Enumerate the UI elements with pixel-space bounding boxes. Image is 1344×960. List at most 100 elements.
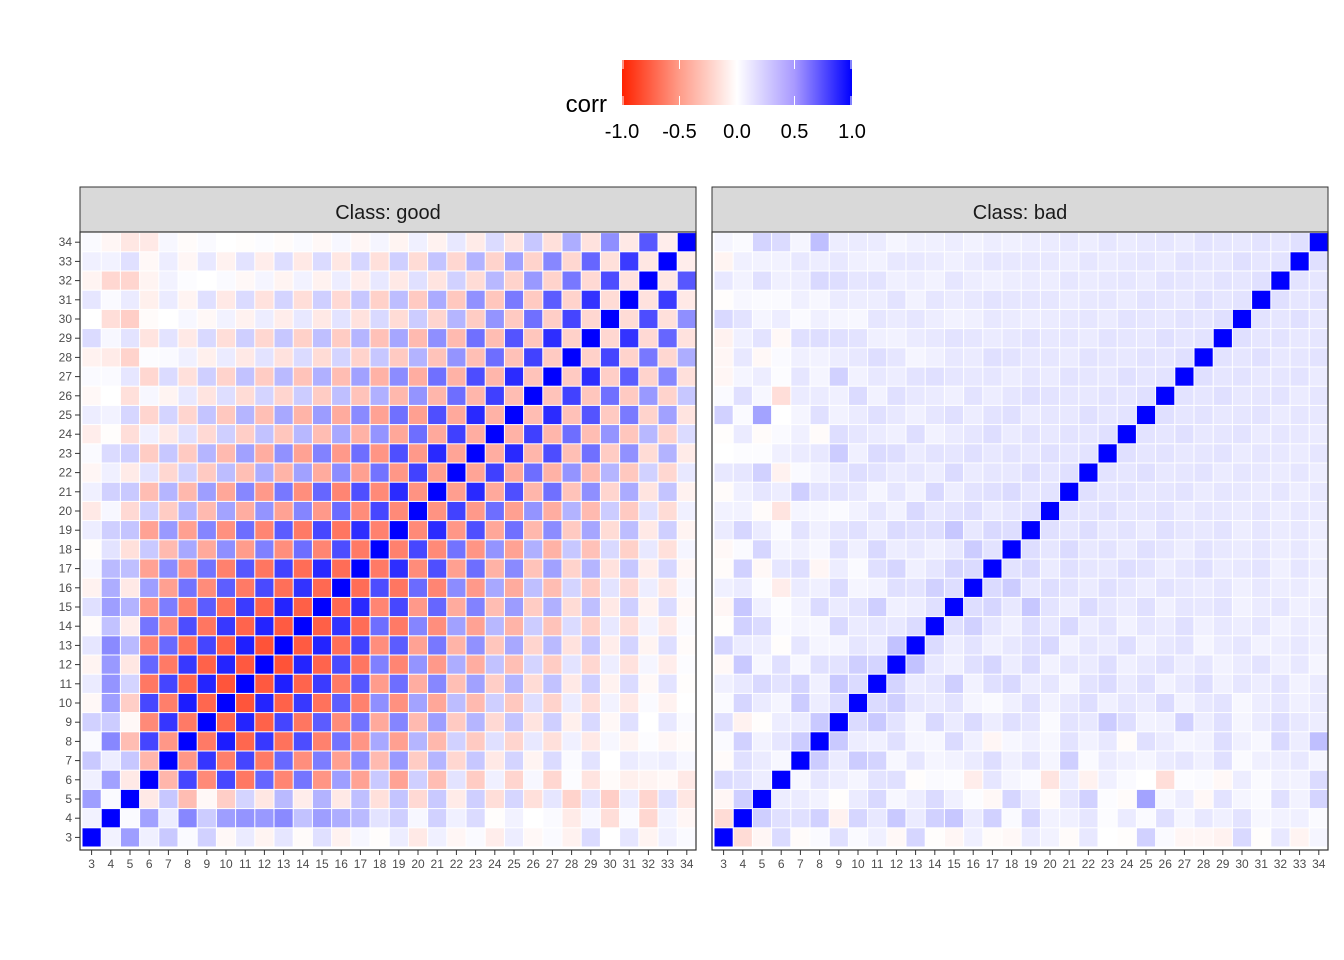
heatmap-cell-bad-34-32 — [1309, 271, 1328, 290]
heatmap-cell-good-8-3 — [178, 828, 197, 847]
heatmap-cell-bad-28-18 — [1194, 540, 1213, 559]
heatmap-cell-good-27-14 — [543, 617, 562, 636]
heatmap-cell-good-23-33 — [466, 252, 485, 271]
heatmap-cell-good-32-13 — [639, 636, 658, 655]
heatmap-cell-bad-10-11 — [848, 674, 868, 693]
heatmap-cell-good-31-26 — [620, 386, 639, 405]
heatmap-cell-bad-26-17 — [1156, 559, 1175, 578]
heatmap-cell-bad-30-24 — [1232, 425, 1252, 444]
heatmap-cell-good-14-32 — [293, 271, 312, 290]
heatmap-cell-good-32-12 — [639, 655, 658, 674]
heatmap-cell-good-11-33 — [236, 252, 255, 271]
heatmap-cell-good-30-23 — [600, 444, 620, 463]
heatmap-cell-bad-18-34 — [1002, 233, 1021, 252]
heatmap-cell-bad-14-13 — [925, 636, 944, 655]
heatmap-cell-bad-17-6 — [983, 770, 1002, 789]
heatmap-cell-bad-6-32 — [772, 271, 791, 290]
heatmap-cell-good-6-17 — [140, 559, 159, 578]
heatmap-cell-bad-12-9 — [887, 713, 906, 732]
heatmap-cell-good-24-25 — [485, 405, 504, 425]
heatmap-cell-bad-7-24 — [791, 425, 810, 444]
heatmap-cell-bad-21-29 — [1060, 329, 1079, 348]
heatmap-cell-good-18-18 — [370, 540, 389, 559]
heatmap-cell-good-26-4 — [524, 809, 543, 828]
heatmap-cell-good-7-22 — [159, 463, 178, 482]
heatmap-cell-bad-4-9 — [733, 713, 752, 732]
heatmap-cell-good-33-5 — [658, 789, 677, 809]
panel-bad-border — [711, 231, 1329, 851]
heatmap-cell-bad-23-17 — [1098, 559, 1117, 578]
heatmap-cell-bad-27-30 — [1175, 309, 1194, 329]
heatmap-cell-good-3-16 — [82, 578, 101, 597]
heatmap-cell-good-8-27 — [178, 367, 197, 386]
heatmap-cell-bad-19-11 — [1021, 674, 1040, 693]
heatmap-cell-good-10-5 — [216, 789, 236, 809]
heatmap-cell-good-8-10 — [178, 693, 197, 713]
heatmap-cell-good-4-34 — [101, 233, 120, 252]
heatmap-cell-bad-9-20 — [829, 501, 848, 521]
heatmap-cell-bad-9-24 — [829, 425, 848, 444]
heatmap-cell-bad-22-27 — [1079, 367, 1098, 386]
heatmap-cell-good-8-23 — [178, 444, 197, 463]
heatmap-cell-bad-26-12 — [1156, 655, 1175, 674]
heatmap-cell-bad-33-29 — [1290, 329, 1309, 348]
heatmap-cell-bad-7-13 — [791, 636, 810, 655]
heatmap-cell-bad-7-17 — [791, 559, 810, 578]
heatmap-cell-bad-34-12 — [1309, 655, 1328, 674]
heatmap-cell-bad-25-17 — [1136, 559, 1156, 578]
heatmap-cell-good-18-26 — [370, 386, 389, 405]
heatmap-cell-good-5-27 — [120, 367, 140, 386]
heatmap-cell-bad-30-9 — [1232, 713, 1252, 732]
heatmap-cell-good-20-15 — [408, 597, 428, 617]
heatmap-cell-good-13-33 — [274, 252, 293, 271]
heatmap-cell-good-25-24 — [504, 425, 524, 444]
heatmap-cell-bad-17-11 — [983, 674, 1002, 693]
heatmap-cell-bad-33-13 — [1290, 636, 1309, 655]
heatmap-cell-bad-11-6 — [868, 770, 887, 789]
heatmap-cell-bad-8-20 — [810, 501, 829, 521]
heatmap-cell-good-14-21 — [293, 482, 312, 501]
heatmap-cell-good-32-22 — [639, 463, 658, 482]
heatmap-cell-bad-9-29 — [829, 329, 848, 348]
heatmap-cell-bad-14-27 — [925, 367, 944, 386]
heatmap-cell-bad-28-26 — [1194, 386, 1213, 405]
heatmap-cell-bad-29-31 — [1213, 290, 1232, 309]
heatmap-cell-bad-4-20 — [733, 501, 752, 521]
heatmap-cell-bad-29-24 — [1213, 425, 1232, 444]
y-tick-label-24: 24 — [59, 427, 73, 441]
heatmap-cell-good-4-15 — [101, 597, 120, 617]
heatmap-cell-good-13-26 — [274, 386, 293, 405]
heatmap-cell-bad-24-14 — [1117, 617, 1136, 636]
heatmap-cell-bad-12-25 — [887, 405, 906, 425]
heatmap-cell-good-10-20 — [216, 501, 236, 521]
heatmap-cell-good-20-20 — [408, 501, 428, 521]
heatmap-cell-good-12-16 — [255, 578, 274, 597]
heatmap-cell-good-13-20 — [274, 501, 293, 521]
heatmap-cell-bad-5-30 — [752, 309, 772, 329]
y-tick-label-18: 18 — [59, 542, 73, 556]
heatmap-cell-good-25-7 — [504, 751, 524, 770]
heatmap-cell-bad-12-11 — [887, 674, 906, 693]
heatmap-cell-bad-4-3 — [733, 828, 752, 847]
heatmap-cell-good-34-14 — [677, 617, 696, 636]
heatmap-cell-good-8-6 — [178, 770, 197, 789]
heatmap-cell-bad-19-27 — [1021, 367, 1040, 386]
heatmap-cell-bad-4-30 — [733, 309, 752, 329]
heatmap-cell-good-6-20 — [140, 501, 159, 521]
heatmap-cell-good-28-21 — [562, 482, 581, 501]
heatmap-cell-good-34-33 — [677, 252, 696, 271]
heatmap-cell-good-9-19 — [197, 521, 216, 540]
heatmap-cell-good-11-29 — [236, 329, 255, 348]
heatmap-cell-bad-15-16 — [944, 578, 964, 597]
heatmap-cell-bad-3-32 — [714, 271, 733, 290]
heatmap-cell-bad-18-18 — [1002, 540, 1021, 559]
heatmap-cell-good-6-7 — [140, 751, 159, 770]
heatmap-cell-bad-6-26 — [772, 386, 791, 405]
heatmap-cell-good-24-24 — [485, 425, 504, 444]
heatmap-cell-bad-18-24 — [1002, 425, 1021, 444]
heatmap-cell-good-23-29 — [466, 329, 485, 348]
heatmap-cell-bad-8-14 — [810, 617, 829, 636]
heatmap-cell-good-15-17 — [312, 559, 332, 578]
heatmap-cell-good-17-20 — [351, 501, 370, 521]
x-tick-label-good-27: 27 — [546, 857, 560, 871]
